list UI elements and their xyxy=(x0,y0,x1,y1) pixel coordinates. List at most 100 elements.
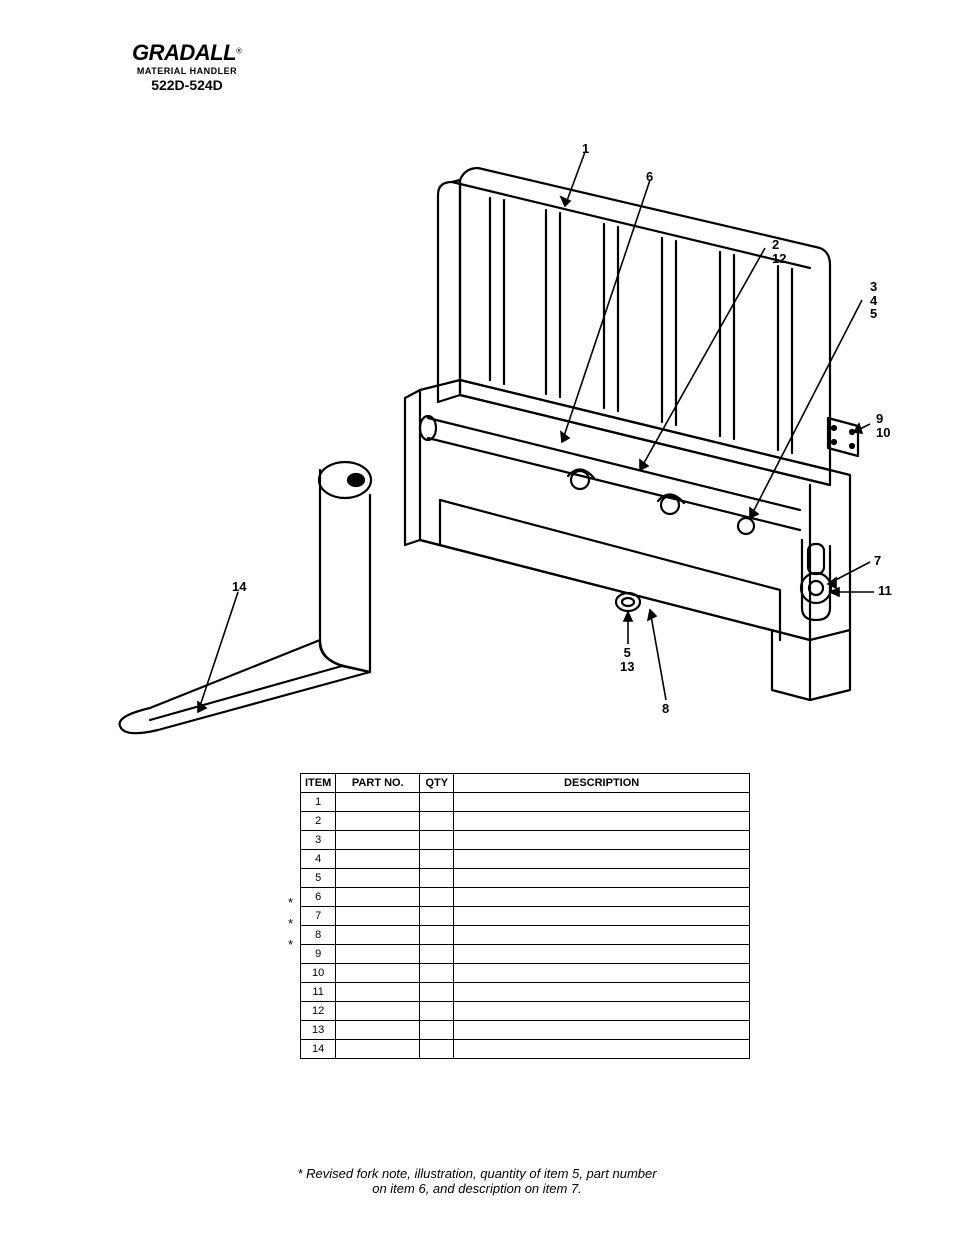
cell-item: 4 xyxy=(301,850,336,869)
cell-part xyxy=(336,1021,420,1040)
table-row: 5 xyxy=(301,869,750,888)
callout-6: 6 xyxy=(646,170,653,184)
cell-item: 14 xyxy=(301,1040,336,1059)
table-row: 7 xyxy=(301,907,750,926)
cell-desc xyxy=(454,907,750,926)
cell-part xyxy=(336,869,420,888)
table-row: 1 xyxy=(301,793,750,812)
cell-qty xyxy=(420,907,454,926)
cell-part xyxy=(336,945,420,964)
cell-desc xyxy=(454,964,750,983)
asterisk-icon: * xyxy=(288,895,293,910)
cell-part xyxy=(336,1002,420,1021)
registered-mark: ® xyxy=(236,47,242,56)
parts-tbody: 1 2 3 4 5 6 7 8 9 10 11 12 13 14 xyxy=(301,793,750,1059)
footnote-line2: on item 6, and description on item 7. xyxy=(372,1181,582,1196)
callout-14: 14 xyxy=(232,580,246,594)
exploded-view-illustration: 1 6 2 12 3 4 5 9 10 7 11 5 13 8 14 xyxy=(110,140,880,760)
cell-item: 10 xyxy=(301,964,336,983)
cell-qty xyxy=(420,1002,454,1021)
cell-part xyxy=(336,907,420,926)
cell-item: 6 xyxy=(301,888,336,907)
cell-desc xyxy=(454,812,750,831)
cell-desc xyxy=(454,945,750,964)
cell-qty xyxy=(420,831,454,850)
cell-item: 7 xyxy=(301,907,336,926)
cell-item: 12 xyxy=(301,1002,336,1021)
table-row: 13 xyxy=(301,1021,750,1040)
cell-item: 9 xyxy=(301,945,336,964)
cell-desc xyxy=(454,869,750,888)
model-number: 522D-524D xyxy=(122,77,252,93)
table-row: 4 xyxy=(301,850,750,869)
cell-part xyxy=(336,1040,420,1059)
cell-part xyxy=(336,793,420,812)
carriage-fork-svg xyxy=(110,140,880,760)
cell-item: 1 xyxy=(301,793,336,812)
table-row: 8 xyxy=(301,926,750,945)
page: GRADALL® MATERIAL HANDLER 522D-524D xyxy=(0,0,954,1235)
cell-desc xyxy=(454,850,750,869)
callout-7: 7 xyxy=(874,554,881,568)
cell-item: 5 xyxy=(301,869,336,888)
table-row: 11 xyxy=(301,983,750,1002)
table-row: 6 xyxy=(301,888,750,907)
cell-part xyxy=(336,850,420,869)
brand-subtitle: MATERIAL HANDLER xyxy=(122,66,252,76)
header-part: PART NO. xyxy=(336,774,420,793)
callout-5-13: 5 13 xyxy=(620,646,634,673)
table-row: 12 xyxy=(301,1002,750,1021)
cell-desc xyxy=(454,1040,750,1059)
callout-2-12: 2 12 xyxy=(772,238,786,265)
cell-item: 11 xyxy=(301,983,336,1002)
cell-item: 3 xyxy=(301,831,336,850)
brand-text: GRADALL xyxy=(132,40,236,65)
cell-item: 8 xyxy=(301,926,336,945)
asterisk-icon: * xyxy=(288,916,293,931)
callout-8: 8 xyxy=(662,702,669,716)
cell-part xyxy=(336,831,420,850)
header-desc: DESCRIPTION xyxy=(454,774,750,793)
brand-line: GRADALL® xyxy=(122,42,252,65)
cell-qty xyxy=(420,964,454,983)
header-item: ITEM xyxy=(301,774,336,793)
table-header-row: ITEM PART NO. QTY DESCRIPTION xyxy=(301,774,750,793)
cell-desc xyxy=(454,983,750,1002)
cell-qty xyxy=(420,1021,454,1040)
callout-9-10: 9 10 xyxy=(876,412,890,439)
cell-item: 2 xyxy=(301,812,336,831)
cell-part xyxy=(336,983,420,1002)
cell-qty xyxy=(420,1040,454,1059)
callout-11: 11 xyxy=(878,584,892,598)
callout-1: 1 xyxy=(582,142,589,156)
asterisk-icon: * xyxy=(288,937,293,952)
cell-desc xyxy=(454,831,750,850)
cell-qty xyxy=(420,945,454,964)
table-row: 10 xyxy=(301,964,750,983)
cell-part xyxy=(336,888,420,907)
parts-table-wrap: ITEM PART NO. QTY DESCRIPTION 1 2 3 4 5 … xyxy=(300,773,750,1059)
cell-desc xyxy=(454,926,750,945)
revision-footnote: * Revised fork note, illustration, quant… xyxy=(0,1167,954,1197)
cell-qty xyxy=(420,888,454,907)
footnote-line1: * Revised fork note, illustration, quant… xyxy=(297,1166,656,1181)
logo-block: GRADALL® MATERIAL HANDLER 522D-524D xyxy=(122,42,252,93)
cell-qty xyxy=(420,850,454,869)
cell-desc xyxy=(454,1021,750,1040)
cell-part xyxy=(336,812,420,831)
cell-desc xyxy=(454,888,750,907)
cell-qty xyxy=(420,869,454,888)
parts-table: ITEM PART NO. QTY DESCRIPTION 1 2 3 4 5 … xyxy=(300,773,750,1059)
cell-desc xyxy=(454,1002,750,1021)
cell-qty xyxy=(420,926,454,945)
cell-item: 13 xyxy=(301,1021,336,1040)
header-qty: QTY xyxy=(420,774,454,793)
cell-part xyxy=(336,964,420,983)
cell-part xyxy=(336,926,420,945)
cell-qty xyxy=(420,812,454,831)
table-row: 3 xyxy=(301,831,750,850)
table-row: 2 xyxy=(301,812,750,831)
callout-3-4-5: 3 4 5 xyxy=(870,280,877,321)
cell-qty xyxy=(420,983,454,1002)
cell-qty xyxy=(420,793,454,812)
